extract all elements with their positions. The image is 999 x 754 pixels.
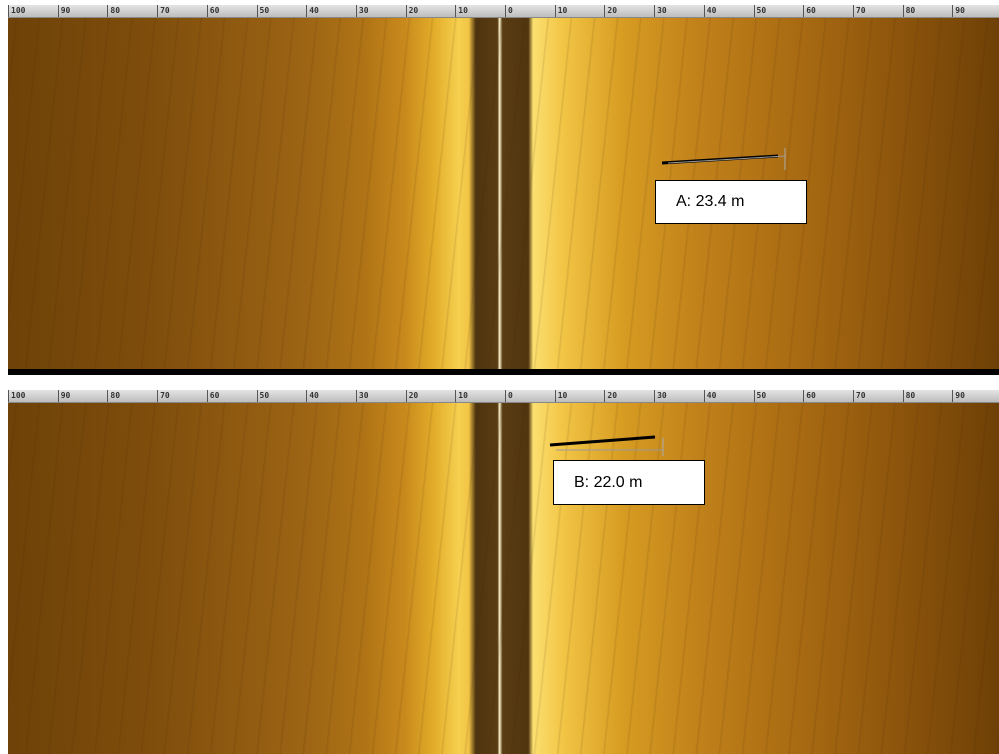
measure-guide	[668, 156, 785, 163]
measurement-label: A: 23.4 m	[655, 180, 807, 224]
measure-line	[550, 437, 655, 445]
measurement-label: B: 22.0 m	[553, 460, 705, 505]
measurement	[8, 5, 999, 375]
page: 1009080706050403020100102030405060708090…	[0, 0, 999, 754]
measurement	[8, 390, 999, 754]
